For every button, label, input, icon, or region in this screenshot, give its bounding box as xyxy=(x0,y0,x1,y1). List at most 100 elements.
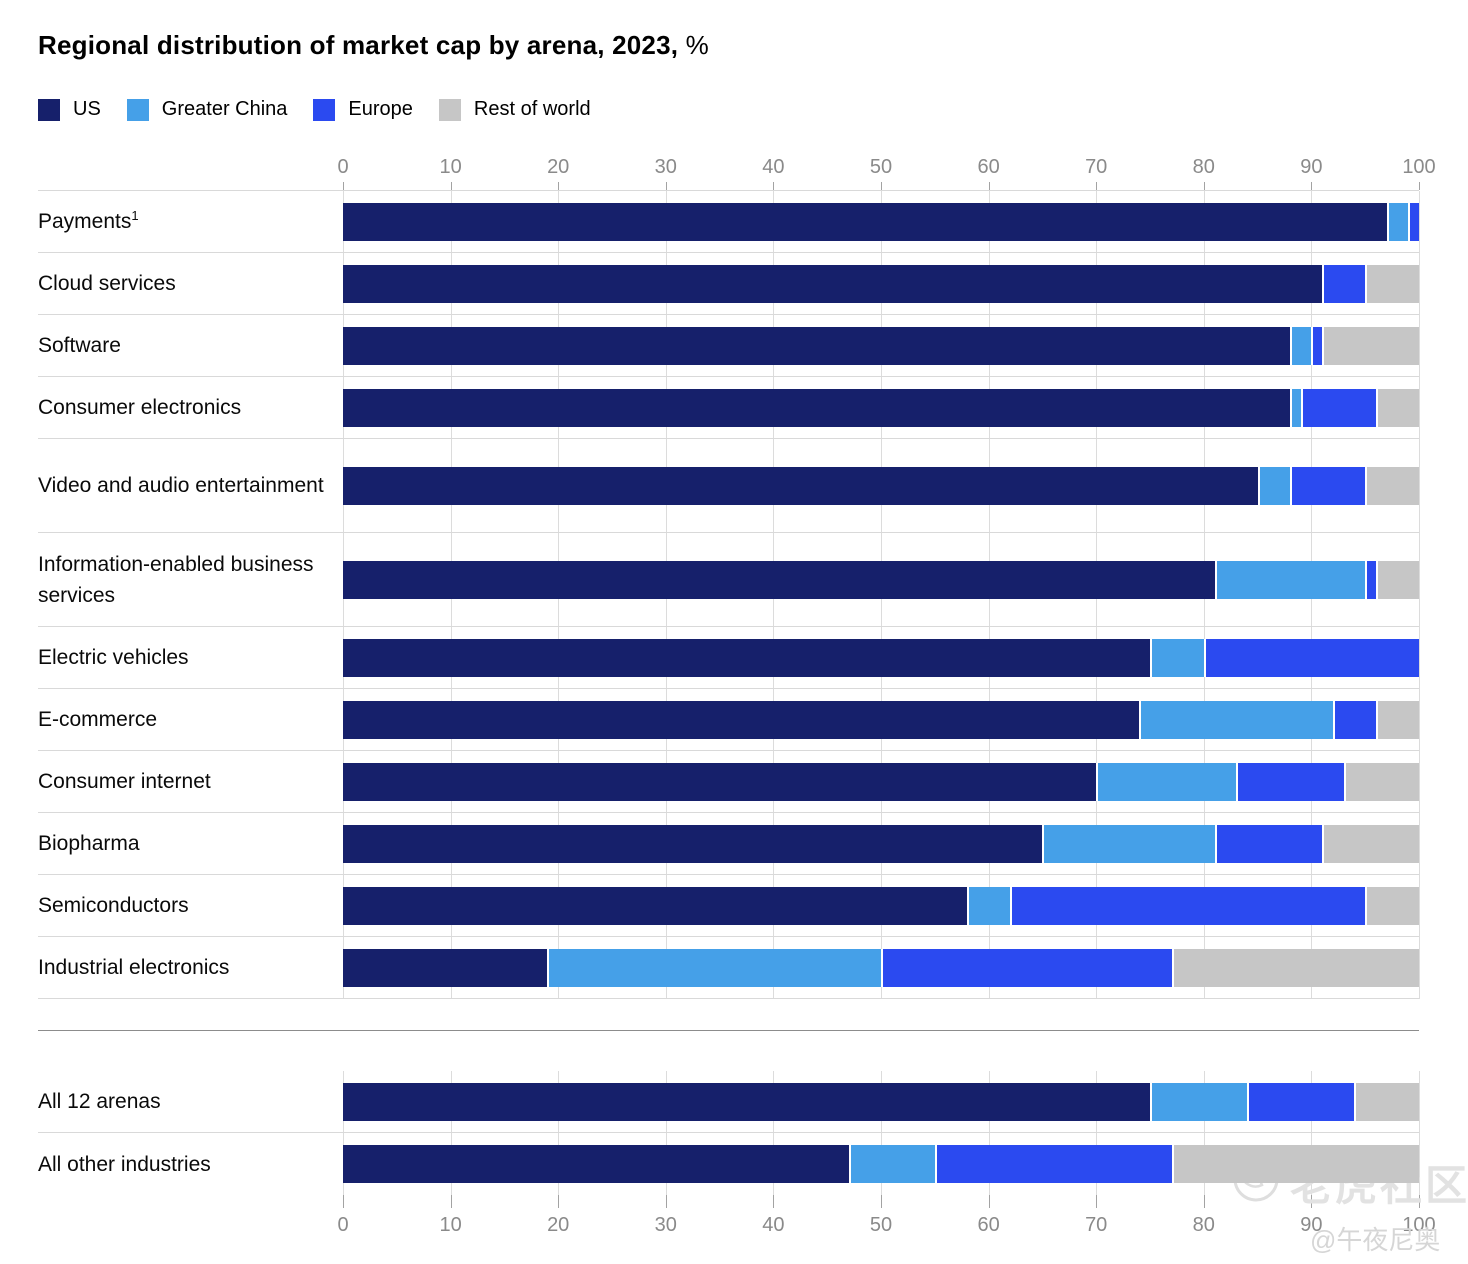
stacked-bar xyxy=(343,202,1419,241)
footnote-marker: 1 xyxy=(131,208,139,223)
axis-tick-mark xyxy=(988,182,990,190)
bar-segment-europe xyxy=(1010,886,1366,925)
axis-tick-mark xyxy=(773,1195,775,1208)
chart-row-consumer-electronics: Consumer electronics xyxy=(38,377,1419,439)
axis-tick-mark xyxy=(1419,182,1420,190)
bar-segment-us xyxy=(343,762,1097,801)
axis-tick-mark xyxy=(558,182,560,190)
axis-tick-mark xyxy=(1096,1195,1098,1208)
bar-segment-greater-china xyxy=(848,1145,935,1183)
legend-label: Rest of world xyxy=(473,98,591,120)
bar-segment-europe xyxy=(1332,700,1376,739)
bar-segment-us xyxy=(343,264,1323,303)
axis-tick-mark xyxy=(1419,1195,1420,1208)
bar-segment-rest-of-world xyxy=(1343,762,1419,801)
bar-segment-rest-of-world xyxy=(1375,700,1419,739)
x-axis-bottom: 0 10 20 30 40 50 60 70 80 90 100 xyxy=(337,1195,1436,1245)
watermark-author: @午夜尼奥 xyxy=(1310,1225,1441,1255)
axis-tick-label: 10 xyxy=(439,156,462,178)
page-title-unit: % xyxy=(685,30,709,60)
bar-track xyxy=(343,377,1419,438)
stacked-bar xyxy=(343,886,1419,925)
bar-segment-rest-of-world xyxy=(1365,466,1419,505)
axis-tick-label: 20 xyxy=(547,156,570,178)
bar-segment-europe xyxy=(934,1145,1172,1183)
stacked-bar xyxy=(343,762,1419,801)
chart-row-all-other-industries: All other industries xyxy=(38,1133,1419,1195)
axis-tick-mark xyxy=(1096,182,1098,190)
bar-segment-greater-china xyxy=(1150,638,1204,677)
bar-segment-rest-of-world xyxy=(1171,1145,1419,1183)
stacked-bar xyxy=(343,560,1419,599)
axis-tick-label: 30 xyxy=(654,156,677,178)
row-label-text: Software xyxy=(38,334,121,357)
legend-item-greater-china: Greater China xyxy=(126,98,288,121)
chart-row-e-commerce: E-commerce xyxy=(38,689,1419,751)
row-label: E-commerce xyxy=(38,689,343,750)
axis-tick-mark xyxy=(558,1195,560,1208)
axis-tick-label: 60 xyxy=(977,156,1000,178)
row-label: All 12 arenas xyxy=(38,1071,343,1132)
row-label: Cloud services xyxy=(38,253,343,314)
bar-segment-rest-of-world xyxy=(1365,886,1419,925)
bar-segment-europe xyxy=(1322,264,1366,303)
legend-item-europe: Europe xyxy=(313,98,413,121)
bar-track xyxy=(343,1133,1419,1195)
bar-segment-greater-china xyxy=(1096,762,1237,801)
axis-tick-label: 40 xyxy=(762,1214,785,1236)
legend-swatch-icon xyxy=(38,98,60,121)
summary-chart: All 12 arenas All other industries 0 10 20 3… xyxy=(38,1071,1436,1245)
legend-swatch-icon xyxy=(313,98,336,121)
row-label-text: Video and audio entertainment xyxy=(38,474,324,497)
stacked-bar xyxy=(343,824,1419,863)
axis-tick-label: 30 xyxy=(654,1214,677,1236)
chart-row-video-and-audio-entertainment: Video and audio entertainment xyxy=(38,439,1419,533)
bar-segment-europe xyxy=(1246,1082,1355,1121)
bar-track xyxy=(343,689,1419,750)
main-chart: 0 10 20 30 40 50 60 70 80 90 100 Payments1 Cloud se… xyxy=(38,155,1436,999)
bar-segment-greater-china xyxy=(1257,466,1290,505)
bar-segment-us xyxy=(343,1082,1150,1121)
bar-segment-us xyxy=(343,948,548,987)
axis-tick-label: 40 xyxy=(762,156,785,178)
chart-row-all-12-arenas: All 12 arenas xyxy=(38,1071,1419,1133)
bar-segment-us xyxy=(343,700,1140,739)
bar-segment-us xyxy=(343,1145,849,1183)
row-label-text: Industrial electronics xyxy=(38,956,230,979)
bar-segment-greater-china xyxy=(1214,560,1366,599)
bar-segment-us xyxy=(343,466,1258,505)
axis-tick-mark xyxy=(450,182,452,190)
chart-row-electric-vehicles: Electric vehicles xyxy=(38,627,1419,689)
row-label: All other industries xyxy=(38,1133,343,1195)
bar-segment-rest-of-world xyxy=(1354,1082,1419,1121)
axis-tick-mark xyxy=(665,182,667,190)
legend-label: Greater China xyxy=(161,98,288,120)
bar-segment-us xyxy=(343,326,1290,365)
row-label: Consumer electronics xyxy=(38,377,343,438)
row-label: Electric vehicles xyxy=(38,627,343,688)
row-label: Payments1 xyxy=(38,191,343,252)
row-label-text: Payments1 xyxy=(38,208,139,233)
legend-label: Europe xyxy=(348,98,413,120)
axis-tick-label: 50 xyxy=(869,156,893,178)
row-label: Video and audio entertainment xyxy=(38,439,343,532)
axis-tick-label: 20 xyxy=(547,1214,570,1236)
bar-segment-us xyxy=(343,824,1043,863)
bar-segment-rest-of-world xyxy=(1375,560,1419,599)
bar-track xyxy=(343,627,1419,688)
chart-row-payments: Payments1 xyxy=(38,191,1419,253)
page-title-main: Regional distribution of market cap by a… xyxy=(38,30,679,60)
row-label-text: Semiconductors xyxy=(38,894,189,917)
bar-segment-us xyxy=(343,388,1290,427)
chart-row-consumer-internet: Consumer internet xyxy=(38,751,1419,813)
row-label-text: Consumer electronics xyxy=(38,396,242,419)
legend: US Greater China Europe Rest of world xyxy=(38,98,591,121)
axis-tick-label: 80 xyxy=(1192,156,1215,178)
axis-tick-label: 50 xyxy=(869,1214,893,1236)
stacked-bar xyxy=(343,948,1419,987)
chart-rows: Payments1 Cloud services Software Consumer … xyxy=(38,190,1420,999)
axis-tick-label: 60 xyxy=(977,1214,1000,1236)
chart-row-software: Software xyxy=(38,315,1419,377)
bar-segment-rest-of-world xyxy=(1171,948,1419,987)
page-title: Regional distribution of market cap by a… xyxy=(38,30,709,61)
